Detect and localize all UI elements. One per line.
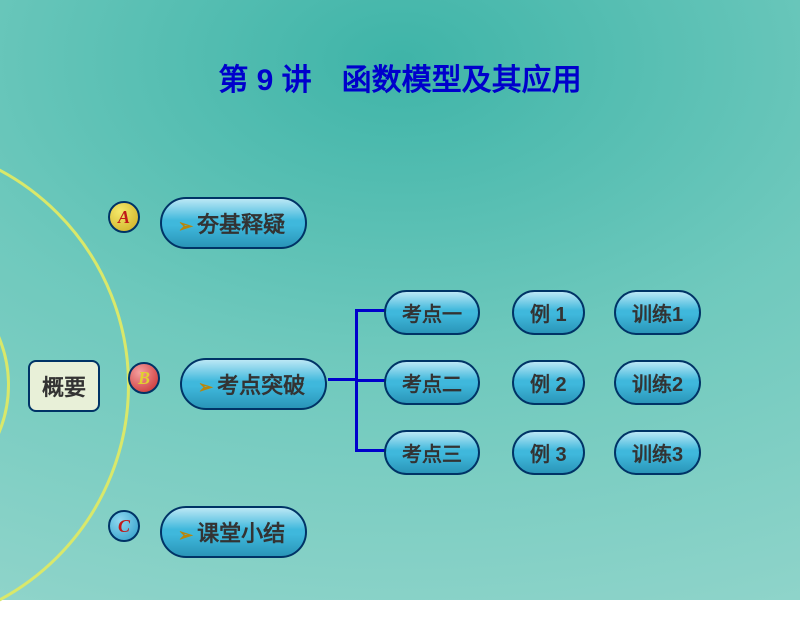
sub-point-2[interactable]: 考点二 <box>384 360 480 405</box>
main-item-label: 夯基释疑 <box>197 212 285 237</box>
training-label: 训练2 <box>632 374 683 396</box>
main-item-c[interactable]: ➢课堂小结 <box>160 506 307 558</box>
training-2[interactable]: 训练2 <box>614 360 701 405</box>
main-item-label: 考点突破 <box>217 373 305 398</box>
sub-point-1[interactable]: 考点一 <box>384 290 480 335</box>
example-label: 例 1 <box>530 304 567 326</box>
sub-point-label: 考点二 <box>402 374 462 396</box>
arrow-icon: ➢ <box>178 216 193 236</box>
badge-b: B <box>128 362 160 394</box>
example-label: 例 2 <box>530 374 567 396</box>
sub-point-label: 考点三 <box>402 444 462 466</box>
main-item-label: 课堂小结 <box>197 521 285 546</box>
example-3[interactable]: 例 3 <box>512 430 585 475</box>
training-3[interactable]: 训练3 <box>614 430 701 475</box>
training-label: 训练3 <box>632 444 683 466</box>
badge-c: C <box>108 510 140 542</box>
root-label: 概要 <box>42 375 86 400</box>
training-label: 训练1 <box>632 304 683 326</box>
sub-point-label: 考点一 <box>402 304 462 326</box>
arrow-icon: ➢ <box>198 377 213 397</box>
connector-line <box>355 379 385 382</box>
training-1[interactable]: 训练1 <box>614 290 701 335</box>
connector-line <box>355 309 385 312</box>
example-1[interactable]: 例 1 <box>512 290 585 335</box>
connector-line <box>328 378 358 381</box>
main-item-a[interactable]: ➢夯基释疑 <box>160 197 307 249</box>
root-box: 概要 <box>28 360 100 412</box>
main-item-b[interactable]: ➢考点突破 <box>180 358 327 410</box>
page-title: 第 9 讲 函数模型及其应用 <box>0 55 800 99</box>
example-label: 例 3 <box>530 444 567 466</box>
sub-point-3[interactable]: 考点三 <box>384 430 480 475</box>
arrow-icon: ➢ <box>178 525 193 545</box>
connector-line <box>355 449 385 452</box>
example-2[interactable]: 例 2 <box>512 360 585 405</box>
badge-a: A <box>108 201 140 233</box>
